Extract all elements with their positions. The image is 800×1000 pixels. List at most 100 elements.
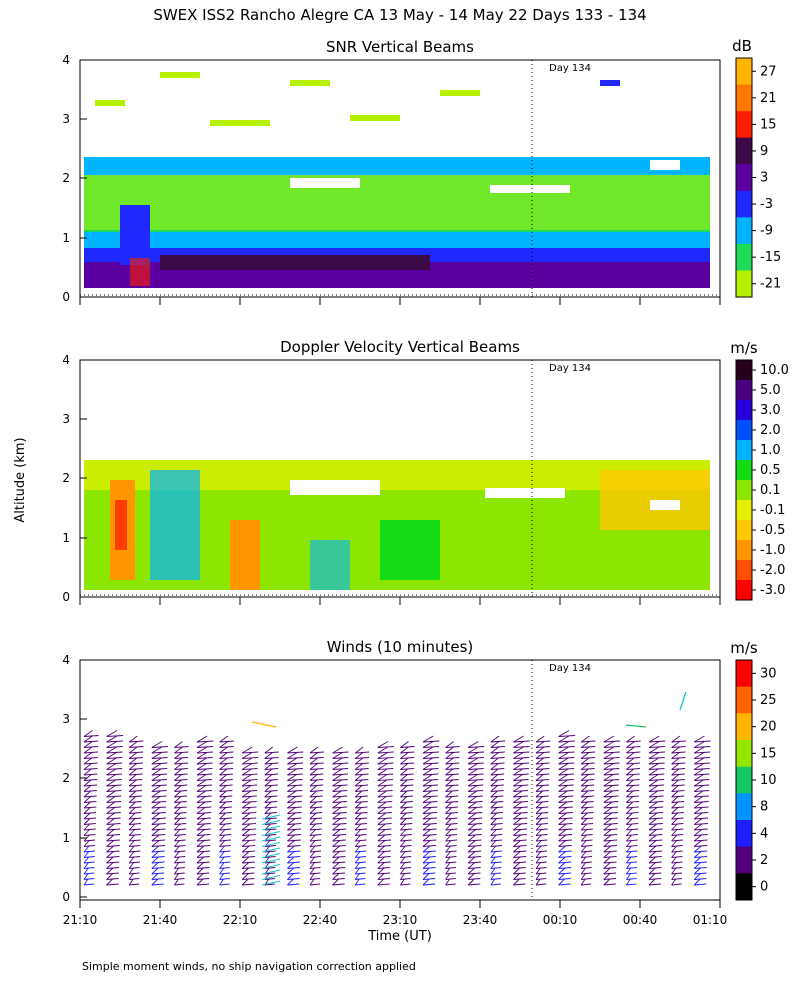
wind-barb — [332, 862, 340, 869]
wind-barb — [693, 878, 701, 886]
wind-barb — [242, 861, 255, 864]
wind-barb — [83, 873, 89, 880]
wind-barb — [219, 807, 227, 814]
wind-barb — [219, 845, 231, 847]
wind-barb — [422, 817, 438, 820]
wind-barb — [603, 735, 615, 743]
wind-barb — [106, 801, 116, 809]
wind-barb — [264, 768, 279, 770]
wind-barb — [196, 840, 205, 847]
wind-barb — [581, 801, 594, 803]
wind-barb — [671, 790, 679, 798]
wind-barb — [648, 867, 662, 869]
wind-barb — [603, 834, 612, 842]
y-tick-label: 1 — [62, 831, 70, 845]
wind-barb — [83, 790, 97, 792]
wind-barb — [332, 867, 340, 875]
wind-barb — [287, 751, 304, 754]
wind-barb — [83, 883, 95, 886]
wind-barb — [535, 790, 543, 798]
x-tick-label: 00:10 — [543, 913, 578, 927]
wind-barb — [151, 762, 168, 765]
wind-barb — [261, 880, 281, 886]
wind-barb — [128, 796, 136, 803]
wind-barb — [603, 785, 613, 792]
wind-barb — [355, 768, 369, 770]
wind-barb — [151, 790, 161, 798]
wind-barb — [671, 741, 680, 748]
wind-barb — [467, 774, 478, 781]
wind-barb — [219, 812, 226, 820]
wind-barb — [694, 757, 711, 759]
wind-barb — [648, 812, 664, 814]
wind-barb — [535, 752, 545, 759]
wind-barb — [151, 845, 160, 853]
wind-barb — [580, 796, 588, 803]
wind-barb — [468, 751, 485, 754]
wind-barb — [83, 867, 95, 869]
wind-barb — [626, 856, 632, 864]
wind-barb — [196, 806, 212, 809]
wind-barb — [264, 817, 277, 820]
wind-barb — [174, 817, 187, 820]
wind-barb — [264, 806, 278, 809]
wind-barb — [219, 856, 225, 864]
wind-barb — [219, 774, 228, 781]
wind-barb — [151, 828, 166, 831]
wind-barb — [219, 779, 233, 781]
wind-barb — [287, 840, 295, 847]
wind-barb — [264, 751, 279, 754]
wind-barb — [467, 862, 476, 869]
wind-barb — [445, 790, 453, 798]
wind-barb — [128, 856, 135, 864]
wind-barb — [422, 807, 432, 814]
wind-barb — [558, 823, 567, 831]
wind-barb — [287, 768, 297, 776]
wind-barb — [219, 773, 233, 776]
doppler-updraft — [150, 470, 200, 580]
wind-barb — [377, 746, 388, 754]
wind-barb — [377, 779, 393, 781]
wind-barb — [264, 746, 274, 754]
wind-barb — [580, 878, 586, 886]
wind-barb — [151, 779, 162, 787]
snr-band-mid — [84, 175, 710, 230]
wind-barb — [468, 795, 483, 798]
wind-barb — [535, 762, 550, 765]
wind-barb — [83, 817, 97, 820]
wind-barb — [535, 856, 547, 858]
wind-barb — [196, 735, 208, 743]
wind-barb — [535, 757, 550, 759]
wind-barb — [287, 834, 301, 836]
wind-barb — [445, 878, 450, 886]
wind-barb — [558, 845, 566, 853]
wind-barb — [467, 823, 477, 831]
wind-barb — [490, 856, 502, 858]
wind-barb — [535, 795, 549, 798]
wind-barb — [513, 779, 523, 787]
wind-barb — [106, 768, 123, 770]
wind-barb — [648, 762, 665, 765]
wind-barb — [83, 762, 98, 765]
wind-barb — [445, 873, 451, 880]
snr-patch — [600, 80, 620, 86]
wind-barb — [106, 823, 121, 825]
wind-barb — [309, 790, 323, 792]
snr-band-top-edge — [84, 157, 710, 175]
wind-barb — [251, 721, 277, 728]
wind-barb — [558, 784, 574, 787]
wind-barb — [174, 801, 182, 809]
wind-barb — [174, 856, 180, 864]
wind-barb — [355, 834, 367, 836]
wind-barb — [671, 834, 678, 842]
wind-barb — [174, 856, 186, 858]
wind-barb — [83, 741, 93, 748]
wind-barb — [106, 757, 123, 759]
wind-barb — [626, 872, 637, 875]
wind-barb — [309, 823, 316, 831]
wind-barb — [151, 817, 166, 820]
wind-barb — [106, 823, 115, 831]
wind-barb — [242, 790, 258, 792]
wind-barb — [151, 829, 160, 836]
colorbar-tick-label: 0.5 — [760, 463, 781, 478]
